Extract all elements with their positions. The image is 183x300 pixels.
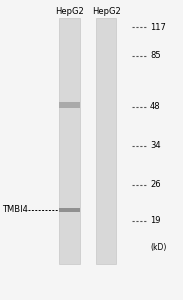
Text: (kD): (kD) bbox=[150, 243, 166, 252]
Bar bbox=[59, 102, 80, 108]
Bar bbox=[59, 208, 80, 212]
Text: 117: 117 bbox=[150, 22, 166, 32]
Text: 26: 26 bbox=[150, 180, 161, 189]
Text: 48: 48 bbox=[150, 102, 161, 111]
Text: HepG2: HepG2 bbox=[55, 8, 84, 16]
Bar bbox=[96, 18, 116, 264]
Text: HepG2: HepG2 bbox=[92, 8, 121, 16]
Text: 19: 19 bbox=[150, 216, 160, 225]
Text: 85: 85 bbox=[150, 51, 161, 60]
Text: TMBI4: TMBI4 bbox=[2, 206, 28, 214]
Text: 34: 34 bbox=[150, 141, 161, 150]
Bar bbox=[59, 18, 80, 264]
